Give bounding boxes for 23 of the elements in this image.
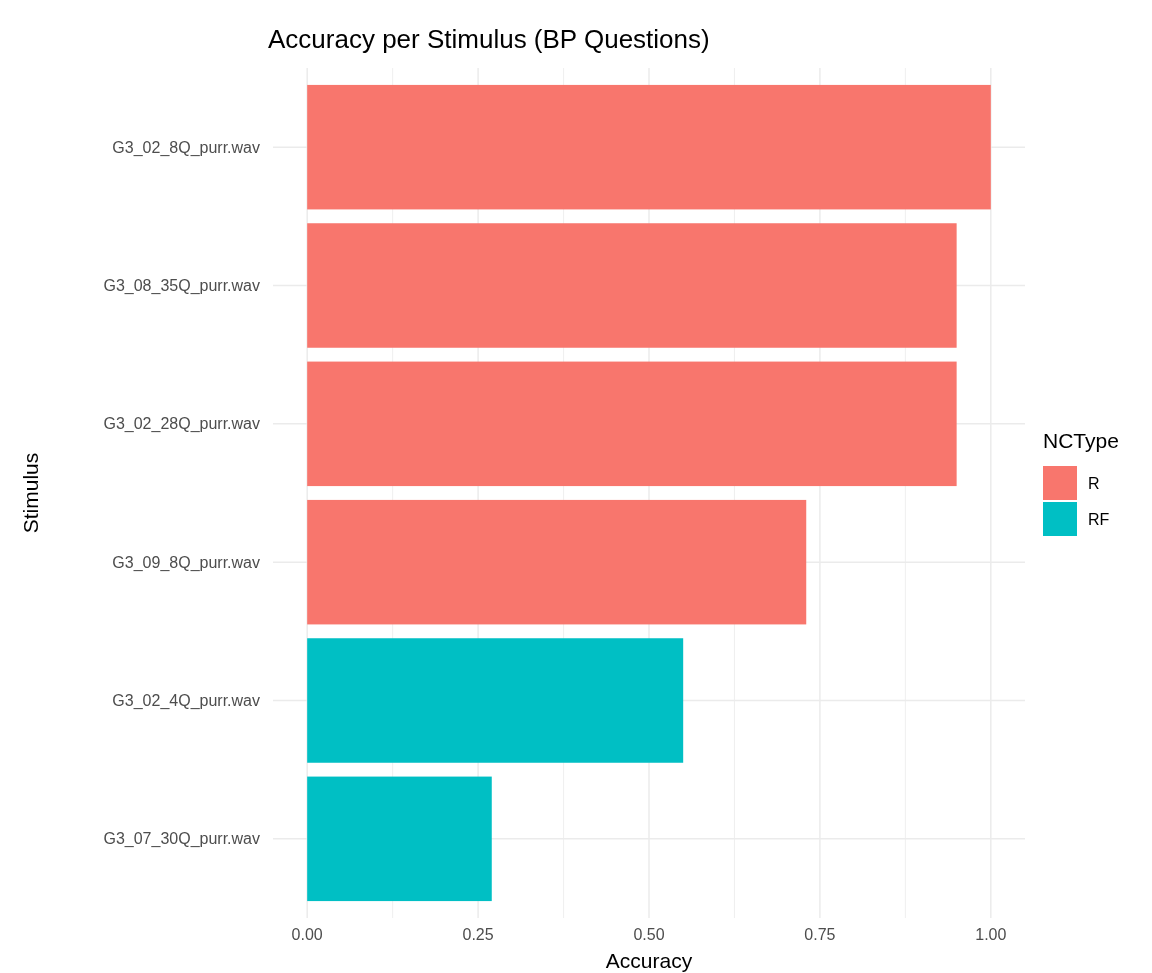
x-axis-title: Accuracy	[605, 949, 693, 972]
y-tick-label: G3_02_4Q_purr.wav	[112, 692, 260, 711]
y-axis-title: Stimulus	[19, 452, 42, 534]
y-tick-label: G3_02_28Q_purr.wav	[103, 415, 260, 434]
bar	[307, 499, 807, 625]
y-tick-label: G3_08_35Q_purr.wav	[103, 277, 260, 296]
bar	[307, 223, 957, 348]
x-tick-label: 0.25	[462, 926, 494, 943]
y-tick-label: G3_02_8Q_purr.wav	[112, 138, 260, 157]
legend-label: R	[1088, 474, 1100, 492]
y-tick-label: G3_09_8Q_purr.wav	[112, 553, 260, 572]
bar	[307, 638, 684, 763]
bar	[307, 776, 492, 902]
bar	[307, 361, 957, 487]
x-tick-label: 1.00	[975, 926, 1007, 943]
bar	[307, 84, 991, 210]
chart-title: Accuracy per Stimulus (BP Questions)	[268, 24, 710, 54]
legend-label: RF	[1088, 510, 1110, 528]
legend-title: NCType	[1043, 429, 1119, 452]
x-tick-label: 0.00	[291, 926, 323, 943]
x-tick-label: 0.50	[633, 926, 665, 943]
x-tick-label: 0.75	[804, 926, 836, 943]
y-tick-label: G3_07_30Q_purr.wav	[103, 830, 260, 849]
